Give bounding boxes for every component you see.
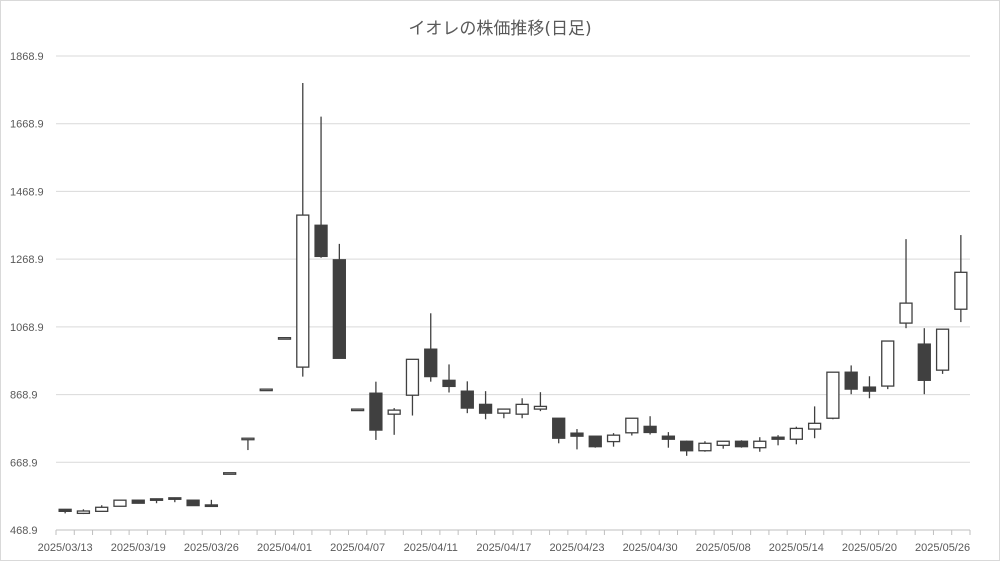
candle-body-up	[259, 388, 273, 392]
y-tick-label: 1068.9	[10, 322, 44, 334]
candle-body-down	[204, 504, 219, 508]
candle-body-down	[168, 497, 182, 500]
candle-body-down	[570, 432, 584, 437]
candle-body-up	[533, 405, 548, 410]
candle-body-up	[807, 422, 822, 430]
candle-body-up	[716, 440, 730, 446]
x-tick-label: 2025/04/17	[476, 542, 531, 554]
x-tick-label: 2025/05/20	[842, 542, 897, 554]
x-tick-label: 2025/05/14	[769, 542, 824, 554]
candle-body-up	[223, 472, 237, 475]
x-tick-label: 2025/04/23	[549, 542, 604, 554]
candle-body-up	[826, 371, 840, 419]
candle-body-up	[606, 434, 621, 443]
y-tick-label: 1268.9	[10, 254, 44, 266]
x-tick-label: 2025/03/26	[184, 542, 239, 554]
candle-body-down	[661, 435, 676, 440]
candle-body-up	[698, 442, 712, 452]
candle-body-up	[954, 271, 968, 310]
candle-body-down	[442, 379, 456, 388]
candle-body-up	[899, 302, 913, 324]
candle-body-down	[478, 403, 493, 414]
candle-body-down	[643, 425, 657, 434]
candle-body-up	[76, 510, 91, 515]
candle-body-down	[314, 224, 328, 258]
candle-body-down	[771, 436, 785, 440]
candle-body-down	[149, 498, 164, 501]
candle-body-up	[625, 417, 639, 434]
y-tick-label: 1868.9	[10, 51, 44, 63]
candle-body-down	[734, 440, 749, 448]
candle-body-down	[680, 440, 694, 452]
candle-body-down	[460, 390, 474, 409]
candle-body-up	[935, 328, 950, 371]
candle-body-down	[424, 348, 438, 378]
y-tick-label: 668.9	[10, 457, 38, 469]
candle-body-down	[917, 343, 931, 381]
candle-body-down	[58, 508, 72, 512]
x-tick-label: 2025/03/13	[38, 542, 93, 554]
x-tick-label: 2025/04/11	[404, 542, 458, 554]
x-tick-label: 2025/04/07	[330, 542, 385, 554]
candle-body-up	[753, 440, 767, 449]
candle-body-up	[387, 409, 401, 415]
chart-title: イオレの株価推移(日足)	[408, 19, 592, 39]
y-tick-label: 1468.9	[10, 186, 44, 198]
candle-body-down	[552, 417, 566, 439]
candle-body-down	[588, 435, 602, 448]
x-tick-label: 2025/05/26	[915, 542, 970, 554]
candle-body-up	[95, 506, 109, 512]
candle-body-down	[186, 499, 200, 507]
x-tick-label: 2025/04/30	[623, 542, 678, 554]
y-tick-label: 468.9	[10, 525, 38, 537]
candle-body-down	[844, 371, 858, 390]
candle-body-down	[332, 259, 346, 359]
candle-body-up	[789, 427, 803, 440]
x-tick-label: 2025/05/08	[696, 542, 751, 554]
y-tick-label: 868.9	[10, 390, 38, 402]
candle-body-down	[369, 392, 383, 431]
candle-body-up	[113, 499, 127, 507]
candle-body-up	[296, 214, 310, 368]
candle-body-up	[881, 340, 895, 387]
candle-body-up	[241, 437, 255, 441]
x-tick-label: 2025/04/01	[257, 542, 312, 554]
candle-body-up	[277, 337, 292, 340]
candle-body-up	[405, 358, 420, 396]
candle-body-up	[515, 403, 529, 415]
x-tick-label: 2025/03/19	[111, 542, 166, 554]
candle-body-up	[497, 408, 511, 414]
candle-body-up	[350, 408, 365, 412]
y-tick-label: 1668.9	[10, 119, 44, 131]
candle-body-down	[862, 386, 877, 392]
candle-body-down	[131, 499, 145, 504]
